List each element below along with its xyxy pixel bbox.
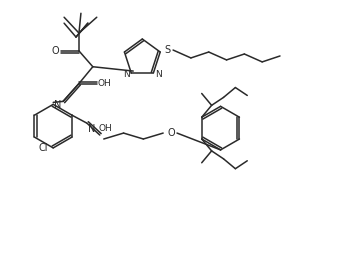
Text: OH: OH: [98, 79, 112, 88]
Text: O: O: [51, 46, 59, 56]
Text: N: N: [88, 124, 95, 134]
Text: S: S: [164, 45, 170, 55]
Text: O: O: [167, 128, 175, 138]
Text: N: N: [123, 69, 130, 78]
Text: N: N: [54, 100, 62, 110]
Text: Cl: Cl: [39, 143, 48, 153]
Text: N: N: [155, 69, 162, 78]
Text: OH: OH: [99, 124, 113, 133]
